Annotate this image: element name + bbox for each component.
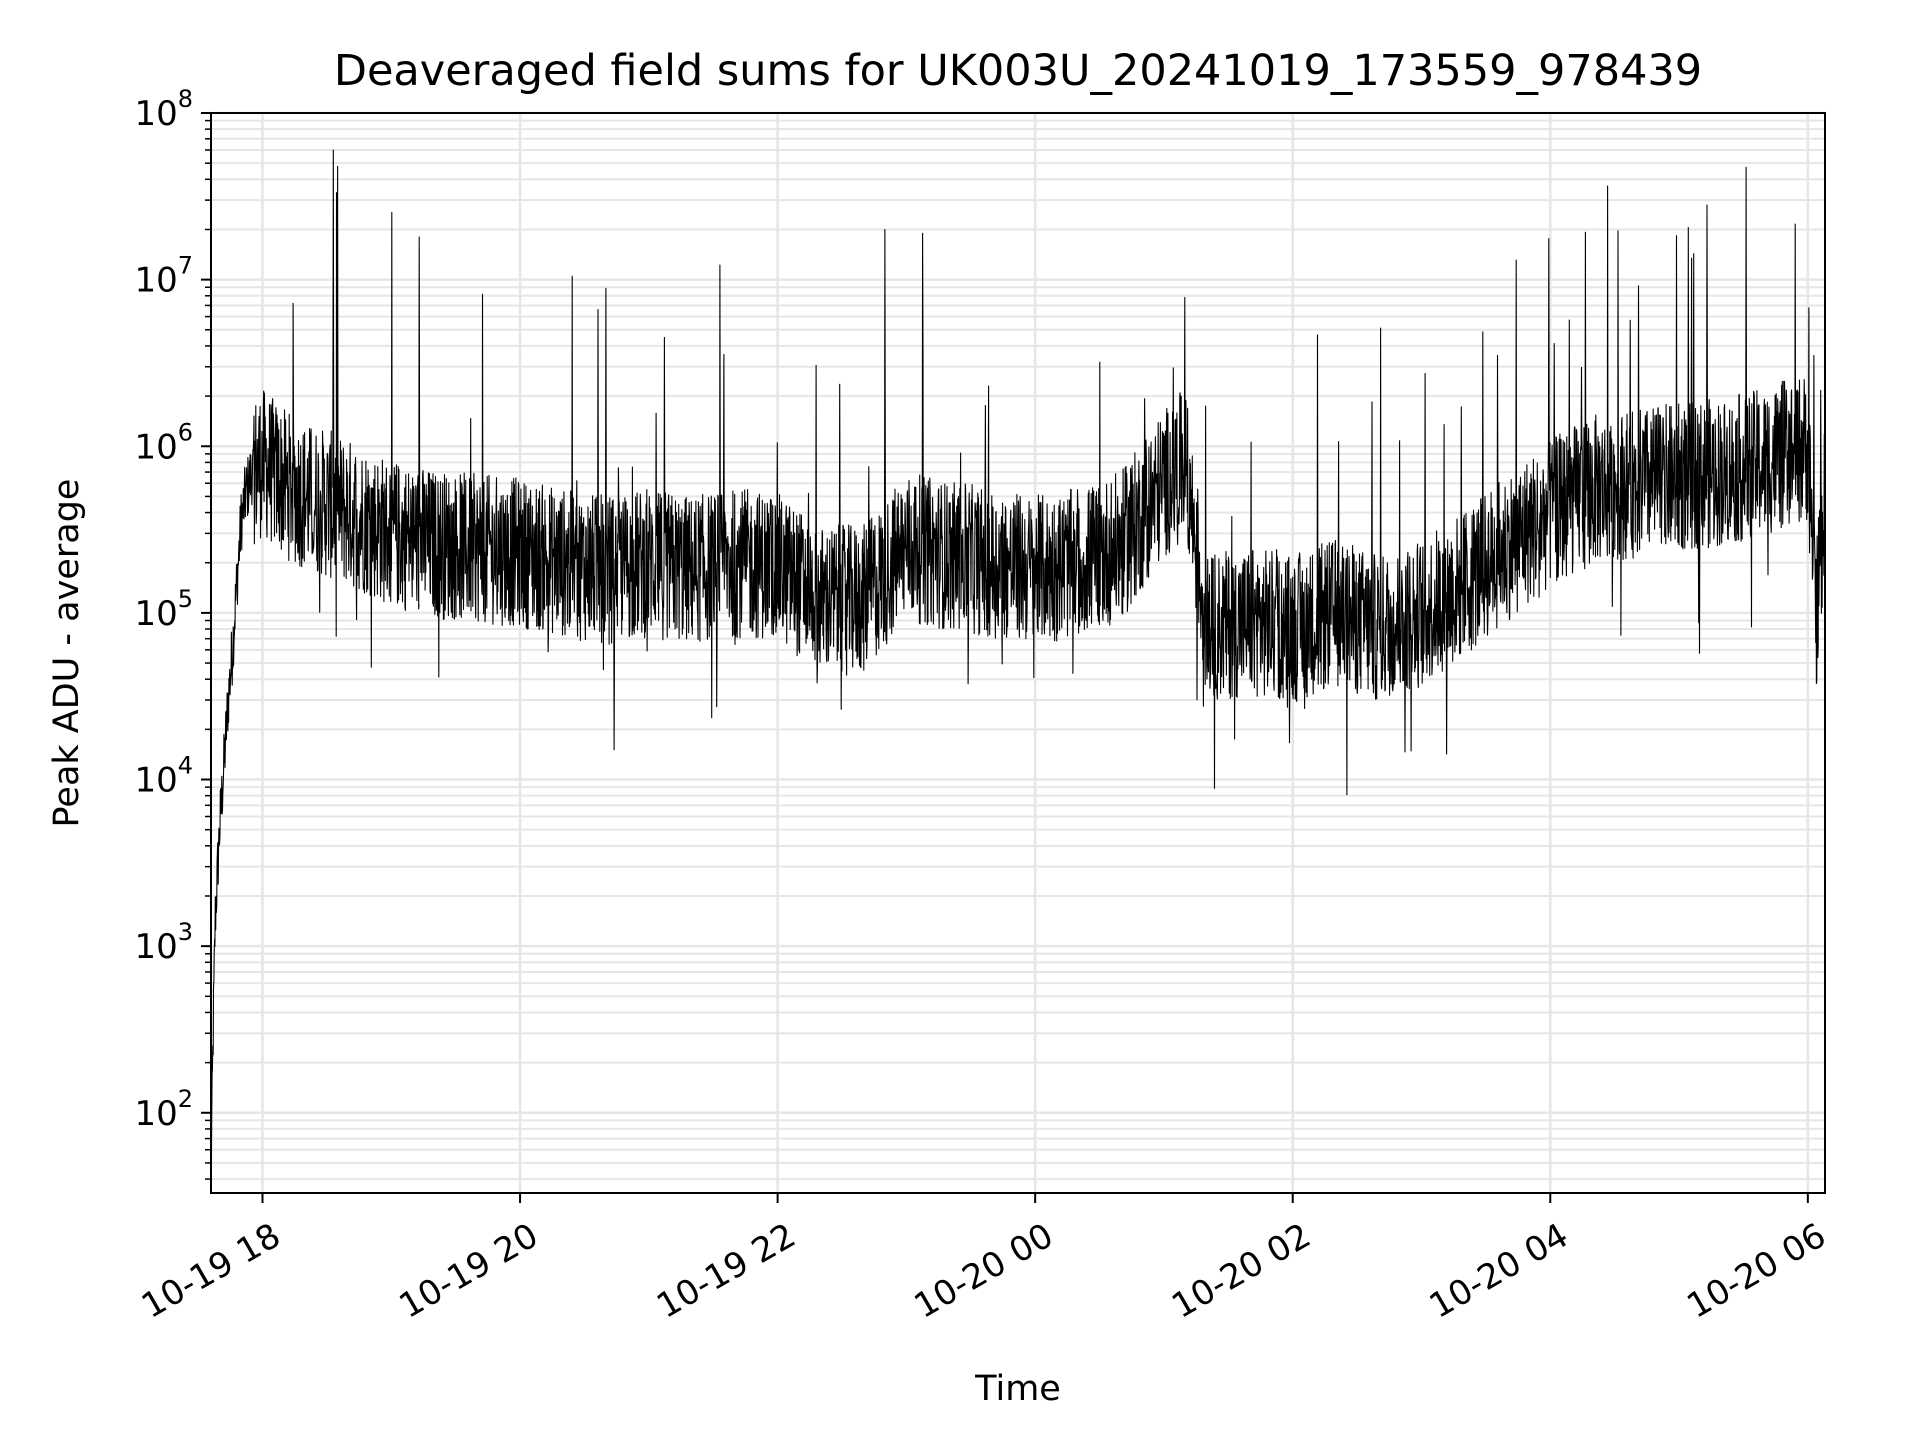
x-tick-label: 10-19 20 <box>393 1216 545 1327</box>
y-tick-label: 105 <box>134 585 193 634</box>
y-tick-label: 104 <box>134 752 193 801</box>
plot-frame <box>210 112 1826 1194</box>
series-layer <box>210 149 1826 1169</box>
ticks: 102 103 104 105 106 107 108 10-19 18 10-19 20 10-… <box>134 85 1832 1327</box>
x-tick-label: 10-19 18 <box>135 1216 287 1327</box>
y-axis-label: Peak ADU - average <box>47 479 87 828</box>
series-line-0 <box>210 149 1826 1169</box>
x-tick-label: 10-20 00 <box>908 1216 1060 1327</box>
y-tick-label: 108 <box>134 85 193 134</box>
x-tick-label: 10-20 04 <box>1423 1216 1575 1327</box>
y-tick-label: 106 <box>134 418 193 467</box>
x-tick-label: 10-20 02 <box>1165 1216 1317 1327</box>
x-axis-label: Time <box>974 1369 1061 1409</box>
grid <box>211 111 1825 1193</box>
y-tick-label: 107 <box>134 252 193 301</box>
y-tick-label: 103 <box>134 918 193 967</box>
x-tick-label: 10-20 06 <box>1680 1216 1832 1327</box>
x-tick-label: 10-19 22 <box>650 1216 802 1327</box>
y-tick-label: 102 <box>134 1085 193 1134</box>
chart-title: Deaveraged field sums for UK003U_2024101… <box>334 46 1702 96</box>
